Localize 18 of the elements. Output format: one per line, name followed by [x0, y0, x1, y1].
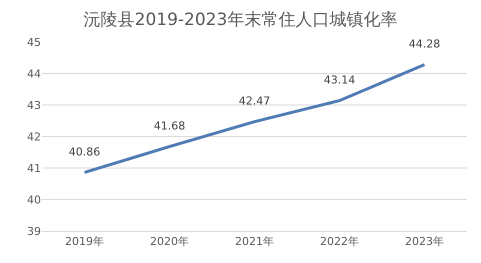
chart-title: 沅陵县2019-2023年末常住人口城镇化率 [84, 10, 398, 30]
data-label: 43.14 [324, 74, 356, 87]
y-tick-label: 43 [27, 98, 41, 112]
data-label: 41.68 [154, 120, 186, 133]
y-tick-label: 44 [27, 67, 41, 80]
data-label: 40.86 [68, 145, 100, 158]
data-label: 42.47 [238, 94, 270, 108]
y-tick-label: 41 [27, 162, 41, 175]
y-tick-label: 39 [27, 224, 41, 238]
x-tick-label: 2021年 [235, 235, 274, 248]
y-tick-label: 40 [27, 193, 41, 206]
x-tick-label: 2019年 [65, 235, 104, 248]
x-tick-label: 2022年 [320, 235, 359, 248]
y-tick-label: 42 [27, 130, 41, 144]
data-label: 44.28 [408, 38, 440, 51]
y-tick-label: 45 [27, 36, 41, 49]
x-tick-label: 2023年 [405, 235, 444, 248]
x-tick-label: 2020年 [150, 235, 189, 248]
